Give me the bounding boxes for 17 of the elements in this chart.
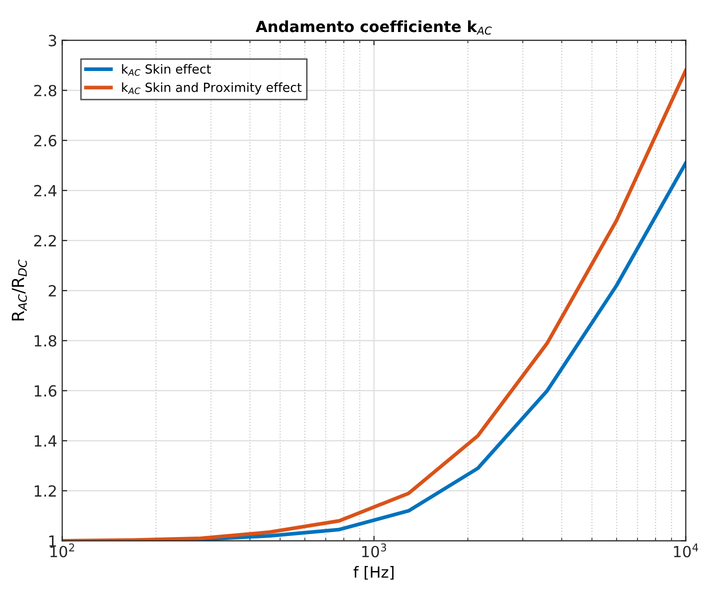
y-tick-label: 1.4 — [34, 435, 56, 447]
y-tick-label: 2.8 — [34, 84, 56, 96]
y-tick-label: 2.2 — [34, 234, 56, 246]
y-axis-title: R$_{AC}$/R$_{DC}$ — [12, 260, 27, 320]
y-tick-label: 1.8 — [34, 335, 56, 347]
y-tick-label: 2.6 — [34, 134, 56, 146]
x-tick-label: 10$^{3}$ — [362, 543, 386, 558]
y-tick-label: 3 — [48, 34, 56, 46]
legend-label: k$_{AC}$ Skin and Proximity effect — [122, 82, 302, 95]
y-tick-label: 1.2 — [34, 485, 56, 497]
y-tick-label: 2 — [48, 285, 56, 296]
legend-label: k$_{AC}$ Skin effect — [122, 64, 211, 76]
x-tick-label: 10$^{4}$ — [674, 544, 698, 558]
x-axis-title: f [Hz] — [354, 566, 394, 580]
chart-title: Andamento coefficiente k$_{AC}$ — [256, 20, 492, 35]
y-tick-label: 1.6 — [34, 385, 56, 397]
y-tick-label: 2.4 — [34, 184, 56, 196]
